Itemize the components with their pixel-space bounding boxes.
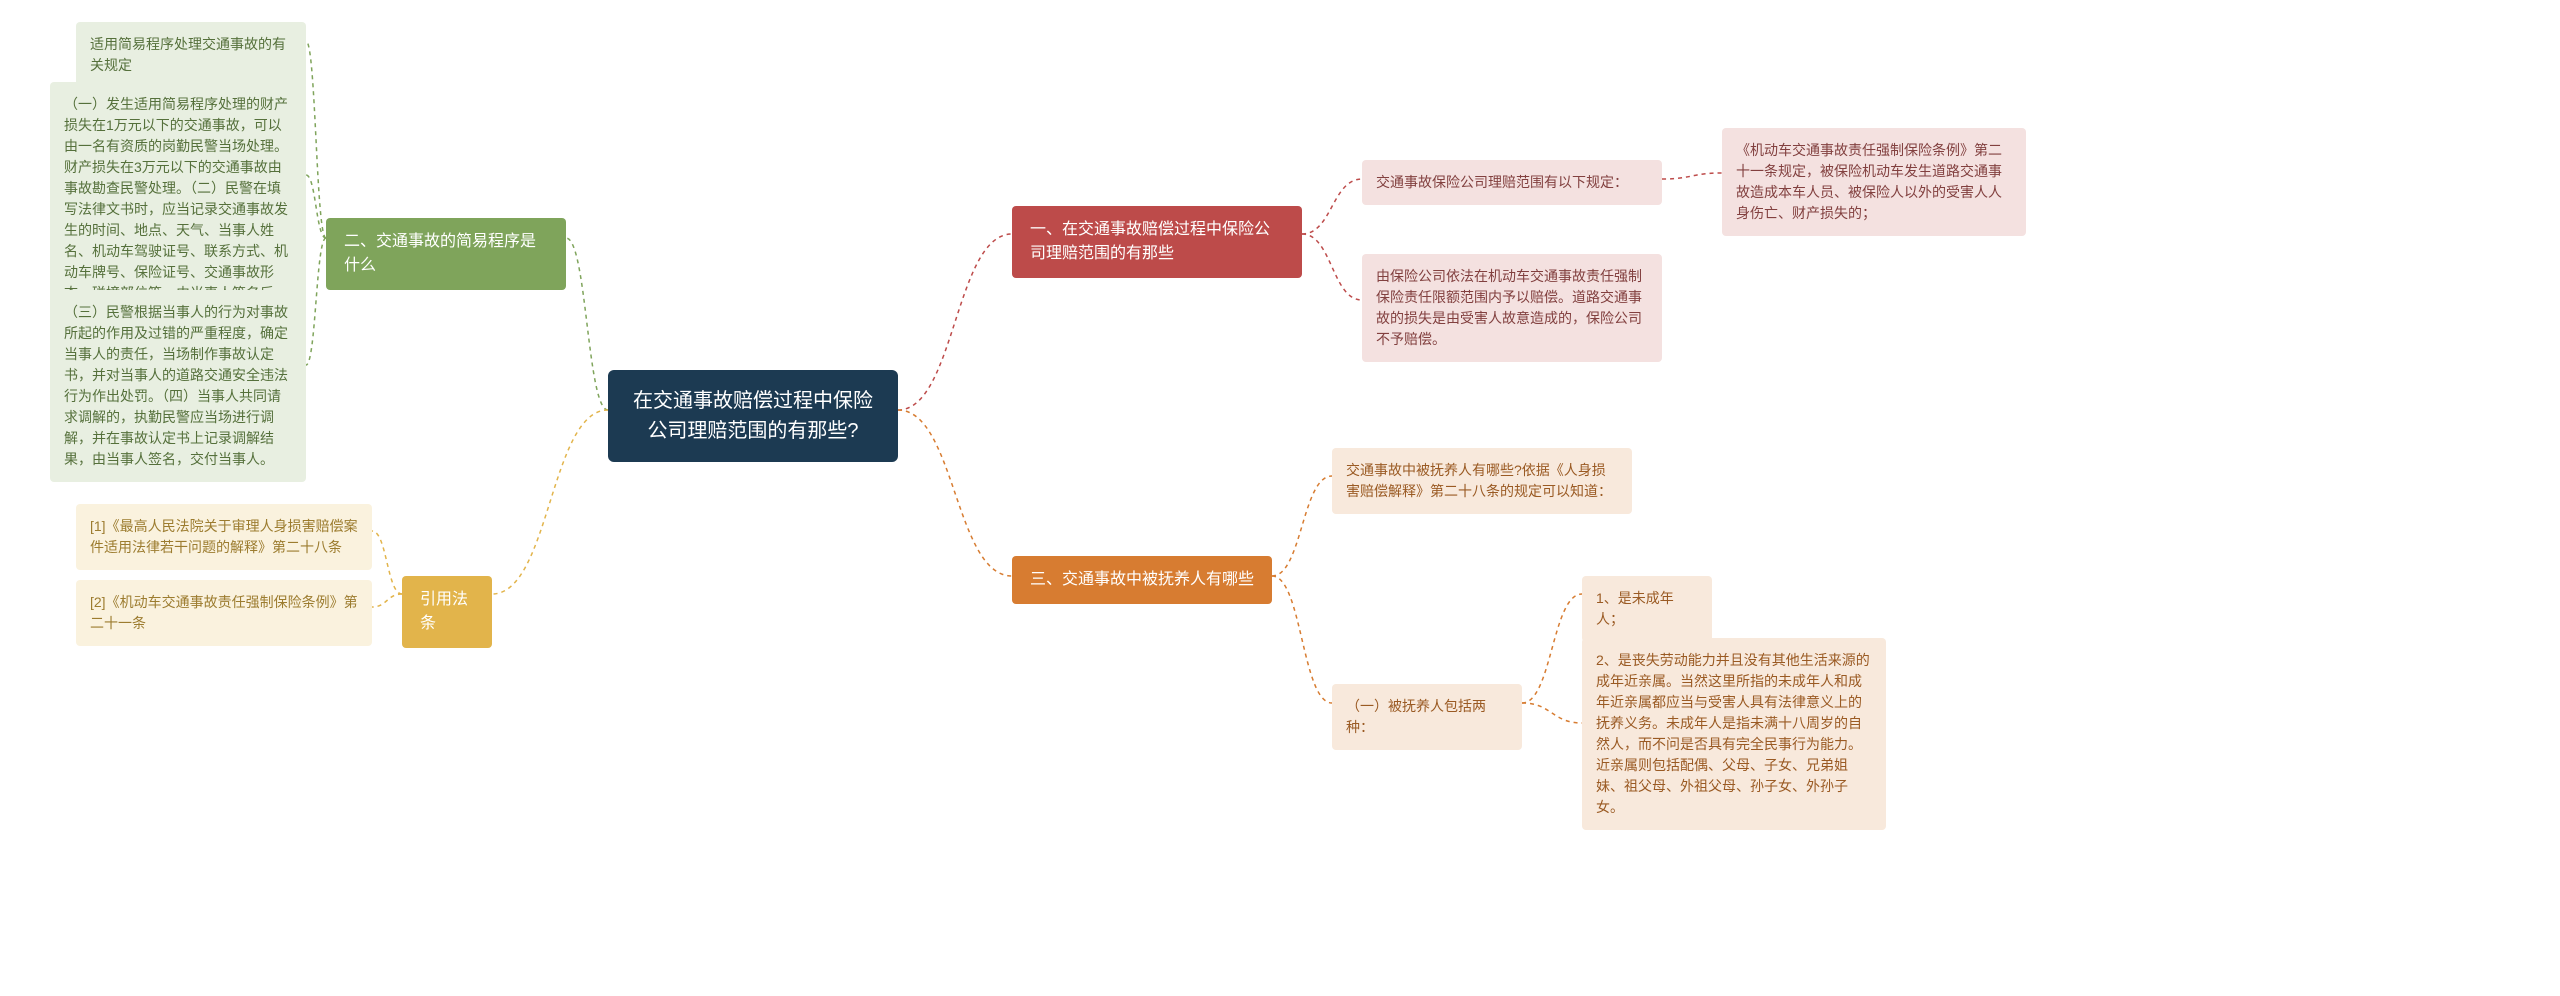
branch-b2[interactable]: 二、交通事故的简易程序是什么 [326,218,566,290]
branch-b3[interactable]: 三、交通事故中被抚养人有哪些 [1012,556,1272,604]
root-node[interactable]: 在交通事故赔偿过程中保险公司理赔范围的有那些? [608,370,898,462]
connectors-layer [0,0,2560,996]
leaf-b1c1[interactable]: 由保险公司依法在机动车交通事故责任强制保险责任限额范围内予以赔偿。道路交通事故的… [1362,254,1662,362]
leaf-b1c0[interactable]: 交通事故保险公司理赔范围有以下规定： [1362,160,1662,205]
leaf-b4c1[interactable]: [2]《机动车交通事故责任强制保险条例》第二十一条 [76,580,372,646]
leaf-b1c0g[interactable]: 《机动车交通事故责任强制保险条例》第二十一条规定，被保险机动车发生道路交通事故造… [1722,128,2026,236]
branch-b4[interactable]: 引用法条 [402,576,492,648]
leaf-b2c0[interactable]: 适用简易程序处理交通事故的有关规定 [76,22,306,88]
leaf-b3c1g1[interactable]: 2、是丧失劳动能力并且没有其他生活来源的成年近亲属。当然这里所指的未成年人和成年… [1582,638,1886,830]
leaf-b2c2[interactable]: （三）民警根据当事人的行为对事故所起的作用及过错的严重程度，确定当事人的责任，当… [50,290,306,482]
branch-b1[interactable]: 一、在交通事故赔偿过程中保险公司理赔范围的有那些 [1012,206,1302,278]
leaf-b4c0[interactable]: [1]《最高人民法院关于审理人身损害赔偿案件适用法律若干问题的解释》第二十八条 [76,504,372,570]
leaf-b3c1g0[interactable]: 1、是未成年人； [1582,576,1712,642]
leaf-b3c0[interactable]: 交通事故中被抚养人有哪些?依据《人身损害赔偿解释》第二十八条的规定可以知道： [1332,448,1632,514]
mindmap-canvas: 在交通事故赔偿过程中保险公司理赔范围的有那些? 二、交通事故的简易程序是什么 适… [0,0,2560,996]
leaf-b3c1[interactable]: （一）被抚养人包括两种： [1332,684,1522,750]
